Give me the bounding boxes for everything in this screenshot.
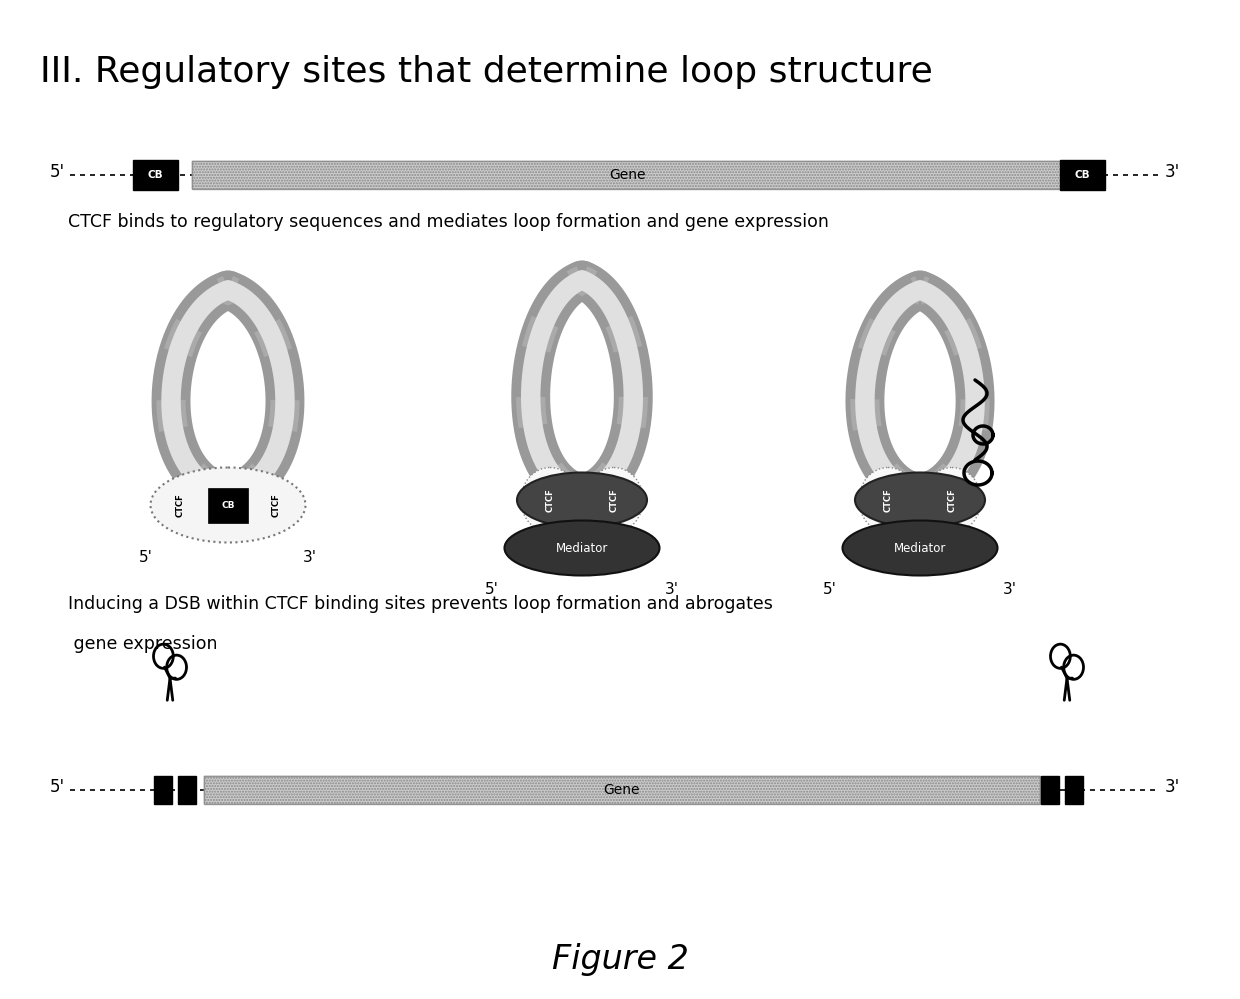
Text: 3': 3' bbox=[1003, 582, 1017, 597]
Text: CB: CB bbox=[221, 500, 234, 509]
Ellipse shape bbox=[505, 520, 660, 575]
Text: 5': 5' bbox=[485, 582, 498, 597]
Ellipse shape bbox=[842, 520, 997, 575]
FancyBboxPatch shape bbox=[179, 776, 196, 804]
FancyBboxPatch shape bbox=[1065, 776, 1083, 804]
Ellipse shape bbox=[585, 468, 644, 532]
Text: CTCF binds to regulatory sequences and mediates loop formation and gene expressi: CTCF binds to regulatory sequences and m… bbox=[68, 213, 828, 231]
Ellipse shape bbox=[150, 468, 305, 542]
Text: CB: CB bbox=[1074, 170, 1090, 180]
FancyBboxPatch shape bbox=[154, 776, 172, 804]
FancyBboxPatch shape bbox=[1042, 776, 1059, 804]
Ellipse shape bbox=[923, 468, 981, 532]
FancyBboxPatch shape bbox=[205, 776, 1040, 804]
Text: 5': 5' bbox=[50, 778, 64, 796]
Text: CTCF: CTCF bbox=[610, 489, 619, 511]
Text: 3': 3' bbox=[665, 582, 680, 597]
Ellipse shape bbox=[521, 468, 579, 532]
Text: 5': 5' bbox=[823, 582, 837, 597]
Text: Inducing a DSB within CTCF binding sites prevents loop formation and abrogates: Inducing a DSB within CTCF binding sites… bbox=[68, 595, 773, 613]
Text: CTCF: CTCF bbox=[883, 489, 893, 511]
FancyBboxPatch shape bbox=[133, 160, 177, 190]
Text: 5': 5' bbox=[139, 550, 153, 565]
Text: 3': 3' bbox=[1166, 163, 1180, 181]
Ellipse shape bbox=[856, 473, 985, 527]
Text: 3': 3' bbox=[1166, 778, 1180, 796]
Ellipse shape bbox=[859, 468, 918, 532]
Text: Figure 2: Figure 2 bbox=[552, 943, 688, 976]
Text: CTCF: CTCF bbox=[176, 494, 185, 516]
FancyBboxPatch shape bbox=[208, 488, 248, 522]
Text: CTCF: CTCF bbox=[947, 489, 956, 511]
Text: Mediator: Mediator bbox=[894, 541, 946, 554]
Text: CTCF: CTCF bbox=[546, 489, 554, 511]
FancyBboxPatch shape bbox=[192, 161, 1063, 189]
Ellipse shape bbox=[517, 473, 647, 527]
Text: CTCF: CTCF bbox=[272, 494, 280, 516]
Text: Gene: Gene bbox=[609, 168, 646, 182]
Text: 5': 5' bbox=[50, 163, 64, 181]
Text: Gene: Gene bbox=[604, 783, 640, 797]
Text: CB: CB bbox=[148, 170, 162, 180]
Text: gene expression: gene expression bbox=[68, 635, 217, 653]
FancyBboxPatch shape bbox=[1059, 160, 1105, 190]
Text: 3': 3' bbox=[303, 550, 317, 565]
Text: Mediator: Mediator bbox=[556, 541, 608, 554]
Text: III. Regulatory sites that determine loop structure: III. Regulatory sites that determine loo… bbox=[40, 55, 932, 89]
